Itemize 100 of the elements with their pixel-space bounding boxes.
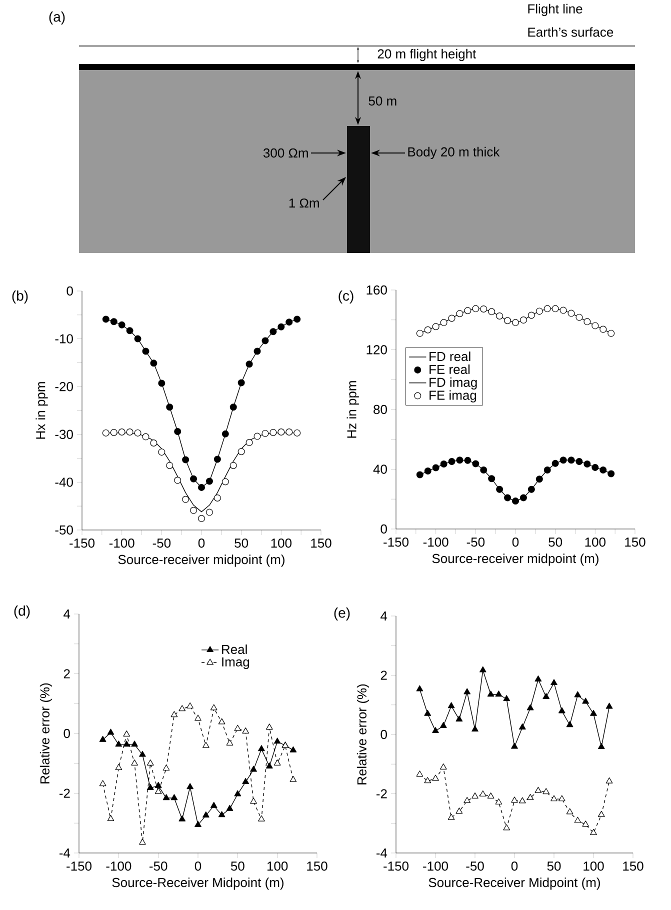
y-tick-label: -40 (55, 478, 73, 487)
point (480, 466, 488, 474)
point (234, 724, 242, 731)
point (534, 675, 542, 682)
point (186, 702, 194, 708)
point (238, 448, 245, 456)
x-tick-label: 50 (547, 862, 561, 871)
point (416, 685, 424, 692)
point (278, 428, 285, 436)
point (246, 439, 253, 446)
point (456, 456, 464, 464)
point (528, 312, 535, 319)
point (424, 777, 432, 784)
point (222, 430, 229, 438)
x-axis-title: Source-receiver midpoint (m) (432, 554, 598, 566)
point (582, 820, 590, 827)
point (294, 316, 301, 323)
point (278, 323, 285, 330)
y-tick-label: 4 (380, 612, 388, 620)
point (123, 740, 130, 747)
point (495, 690, 502, 697)
y-tick-label: 80 (374, 404, 387, 414)
y-tick-label: -2 (59, 788, 70, 798)
point (186, 783, 194, 790)
point (210, 802, 218, 808)
text: 300 Ωm (263, 148, 308, 158)
point (448, 314, 456, 322)
point (226, 804, 234, 811)
point (222, 478, 229, 486)
point (488, 308, 496, 316)
point (131, 759, 138, 766)
point (432, 774, 439, 781)
point (118, 428, 126, 436)
chart-title: (e) (334, 607, 350, 621)
y-axis-title: Hx in ppm (36, 382, 48, 439)
point (158, 448, 166, 456)
x-tick-label: 50 (234, 538, 248, 548)
point (576, 314, 583, 321)
point (190, 506, 198, 514)
point (178, 815, 186, 822)
x-tick-label: 100 (267, 862, 288, 871)
point (274, 738, 281, 744)
point (560, 456, 567, 464)
text: Earth’s surface (528, 27, 614, 37)
point (198, 515, 205, 522)
point (560, 306, 567, 314)
point (154, 788, 162, 794)
point (464, 456, 472, 464)
point (246, 360, 253, 368)
point (99, 780, 106, 786)
point (440, 319, 448, 326)
y-axis-title: Relative error (%) (40, 683, 52, 784)
point (568, 456, 575, 464)
y-tick-label: 40 (373, 464, 387, 474)
point (448, 702, 455, 708)
x-tick-label: 0 (512, 538, 519, 547)
y-tick-label: -2 (376, 789, 387, 798)
point (262, 430, 269, 437)
y-tick-label: 0 (380, 524, 387, 534)
x-tick-label: 50 (548, 538, 562, 547)
x-axis-title: Source-receiver midpoint (m) (118, 554, 284, 567)
y-tick-label: 120 (366, 345, 387, 354)
y-tick-label: 0 (66, 286, 73, 296)
point (518, 723, 526, 730)
point (242, 728, 250, 734)
text: (a) (49, 11, 65, 25)
x-tick-label: 100 (584, 862, 604, 871)
point (544, 305, 551, 312)
point (238, 379, 245, 386)
point (592, 322, 599, 330)
point (495, 798, 502, 804)
point (526, 794, 534, 800)
point (480, 305, 488, 312)
point (448, 458, 456, 465)
legend-label: FE real (430, 364, 470, 374)
point (286, 428, 293, 436)
point (134, 429, 142, 436)
point (99, 736, 106, 742)
point (416, 770, 424, 777)
y-axis-title: Hz in ppm (346, 381, 359, 438)
point (464, 796, 471, 803)
x-tick-label: 0 (511, 862, 518, 871)
point (440, 722, 447, 728)
point (558, 707, 566, 714)
x-tick-label: -150 (384, 862, 408, 871)
legend-label: FE imag (430, 390, 476, 402)
point (102, 316, 110, 323)
point (456, 310, 464, 318)
point (162, 794, 170, 800)
point (574, 816, 582, 823)
point (520, 316, 527, 324)
point (194, 821, 202, 828)
point (110, 428, 118, 436)
x-tick-label: -150 (66, 862, 92, 871)
point (258, 745, 265, 752)
point (154, 782, 162, 788)
y-tick-label: 2 (380, 670, 387, 680)
point (194, 714, 202, 721)
point (566, 808, 574, 814)
point (234, 790, 242, 796)
